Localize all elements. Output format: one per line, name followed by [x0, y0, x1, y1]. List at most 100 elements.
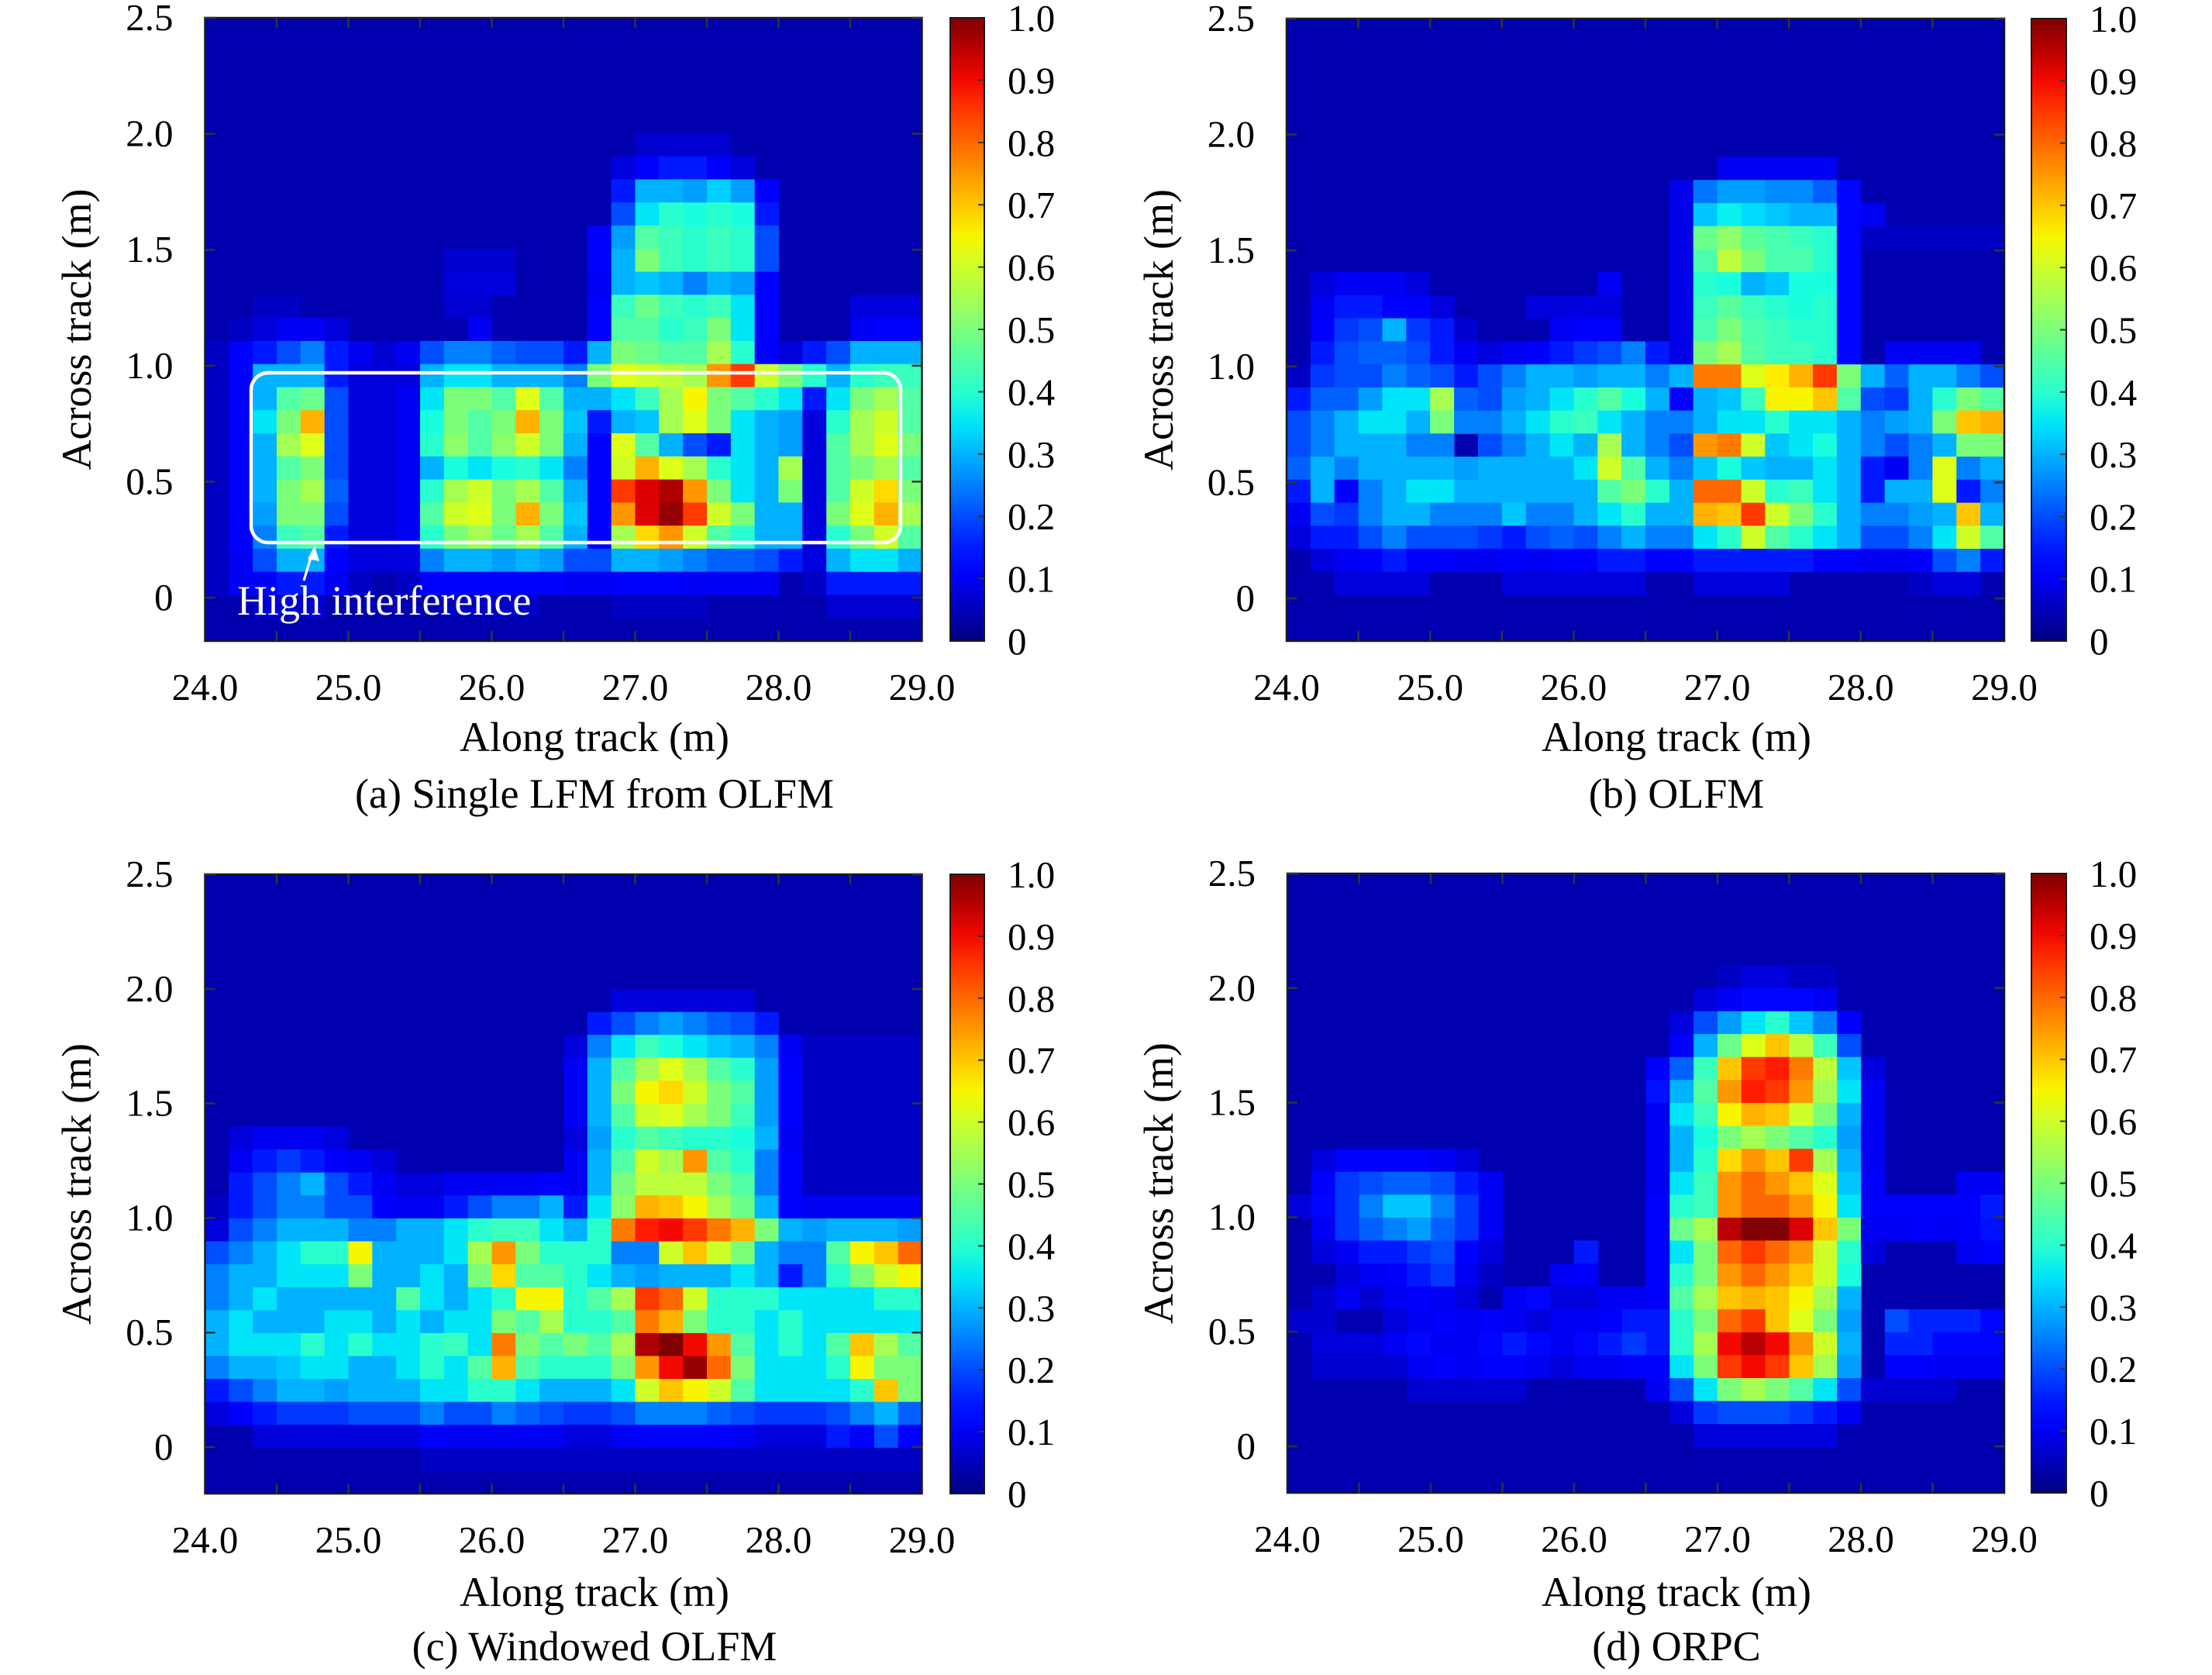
svg-text:1.0: 1.0	[2090, 0, 2137, 40]
svg-text:25.0: 25.0	[1397, 1518, 1464, 1560]
svg-text:27.0: 27.0	[1684, 666, 1751, 708]
svg-text:0.5: 0.5	[1208, 460, 1255, 503]
svg-text:0.6: 0.6	[2090, 1101, 2137, 1143]
svg-text:Across track (m): Across track (m)	[1135, 1043, 1182, 1324]
svg-text:Along track (m): Along track (m)	[460, 1569, 729, 1615]
svg-text:29.0: 29.0	[889, 666, 956, 708]
svg-text:0.1: 0.1	[2090, 1410, 2137, 1453]
svg-text:0.5: 0.5	[1008, 308, 1055, 351]
svg-text:Across track (m): Across track (m)	[53, 189, 100, 470]
svg-text:2.0: 2.0	[1208, 967, 1256, 1009]
svg-text:29.0: 29.0	[1971, 666, 2038, 708]
svg-text:2.0: 2.0	[126, 112, 173, 155]
svg-text:1.0: 1.0	[1208, 1195, 1256, 1238]
svg-text:0.3: 0.3	[2090, 433, 2137, 476]
svg-text:0.3: 0.3	[1008, 1287, 1055, 1329]
svg-text:0.3: 0.3	[1008, 433, 1055, 476]
svg-text:0: 0	[2090, 1472, 2109, 1515]
svg-text:0.8: 0.8	[1008, 977, 1055, 1020]
svg-text:1.0: 1.0	[1208, 345, 1255, 388]
svg-text:0: 0	[1008, 620, 1027, 663]
svg-text:0.9: 0.9	[2090, 915, 2137, 957]
svg-text:1.0: 1.0	[1008, 0, 1055, 40]
svg-text:0.7: 0.7	[2090, 1039, 2137, 1081]
svg-text:24.0: 24.0	[172, 1518, 239, 1561]
svg-text:1.0: 1.0	[126, 344, 173, 387]
svg-text:0.8: 0.8	[2090, 122, 2137, 165]
svg-text:1.0: 1.0	[126, 1196, 173, 1239]
svg-text:0.6: 0.6	[1008, 246, 1055, 289]
svg-text:28.0: 28.0	[1828, 1518, 1894, 1560]
svg-text:Across track (m): Across track (m)	[53, 1043, 100, 1325]
svg-text:26.0: 26.0	[1541, 1518, 1607, 1560]
svg-text:25.0: 25.0	[1397, 666, 1463, 708]
svg-text:0.9: 0.9	[2090, 60, 2137, 102]
svg-text:1.5: 1.5	[126, 1082, 173, 1125]
svg-text:0.7: 0.7	[2090, 184, 2137, 227]
svg-text:2.5: 2.5	[126, 853, 173, 895]
svg-text:0.2: 0.2	[1008, 1349, 1055, 1391]
svg-text:0.1: 0.1	[1008, 558, 1055, 601]
svg-text:26.0: 26.0	[459, 1518, 525, 1561]
svg-text:0: 0	[2090, 620, 2109, 663]
svg-text:0.4: 0.4	[1008, 370, 1055, 413]
svg-text:29.0: 29.0	[889, 1518, 956, 1561]
svg-text:0.5: 0.5	[2090, 309, 2137, 352]
svg-text:0.7: 0.7	[1008, 184, 1055, 226]
svg-text:0.6: 0.6	[1008, 1101, 1055, 1144]
svg-text:1.5: 1.5	[1208, 1081, 1256, 1124]
svg-text:0.4: 0.4	[2090, 1224, 2137, 1267]
svg-text:28.0: 28.0	[746, 666, 812, 708]
svg-text:(b) OLFM: (b) OLFM	[1589, 770, 1765, 817]
svg-text:1.5: 1.5	[1208, 229, 1255, 271]
svg-text:2.0: 2.0	[1208, 113, 1255, 156]
svg-text:29.0: 29.0	[1971, 1518, 2038, 1560]
svg-text:0: 0	[154, 1425, 174, 1468]
svg-text:24.0: 24.0	[1253, 666, 1320, 708]
svg-text:2.5: 2.5	[126, 0, 173, 39]
svg-text:0.7: 0.7	[1008, 1039, 1055, 1082]
svg-text:Across track (m): Across track (m)	[1135, 189, 1182, 470]
svg-text:28.0: 28.0	[1828, 666, 1894, 708]
svg-text:0: 0	[1236, 577, 1256, 619]
svg-text:Along track (m): Along track (m)	[460, 714, 729, 760]
svg-text:28.0: 28.0	[746, 1518, 812, 1561]
svg-text:0.9: 0.9	[1008, 59, 1055, 102]
svg-text:1.0: 1.0	[1008, 853, 1055, 896]
svg-text:0.8: 0.8	[2090, 977, 2137, 1019]
svg-text:Along track (m): Along track (m)	[1542, 714, 1811, 760]
svg-text:27.0: 27.0	[1684, 1518, 1751, 1560]
svg-text:Along track (m): Along track (m)	[1542, 1569, 1811, 1615]
svg-text:0: 0	[1237, 1425, 1256, 1467]
svg-text:0.1: 0.1	[1008, 1411, 1055, 1453]
svg-text:0.5: 0.5	[1008, 1163, 1055, 1206]
svg-text:2.5: 2.5	[1208, 0, 1255, 40]
svg-text:1.5: 1.5	[126, 228, 173, 271]
svg-text:High interference: High interference	[237, 577, 531, 624]
svg-text:0.5: 0.5	[126, 1311, 173, 1353]
svg-text:0.2: 0.2	[1008, 495, 1055, 538]
svg-text:(d) ORPC: (d) ORPC	[1592, 1623, 1761, 1670]
svg-text:0.8: 0.8	[1008, 122, 1055, 164]
svg-text:0.2: 0.2	[2090, 1348, 2137, 1391]
svg-text:0.4: 0.4	[2090, 371, 2137, 414]
svg-text:24.0: 24.0	[172, 666, 239, 708]
svg-text:1.0: 1.0	[2090, 853, 2137, 895]
svg-text:24.0: 24.0	[1254, 1518, 1321, 1560]
svg-text:2.0: 2.0	[126, 967, 173, 1010]
svg-text:0.5: 0.5	[1208, 1310, 1256, 1353]
svg-text:0: 0	[154, 576, 174, 619]
svg-text:27.0: 27.0	[602, 666, 669, 708]
svg-text:0.1: 0.1	[2090, 558, 2137, 601]
svg-text:26.0: 26.0	[459, 666, 525, 708]
svg-text:27.0: 27.0	[602, 1518, 669, 1561]
svg-text:0.4: 0.4	[1008, 1225, 1055, 1267]
svg-text:0: 0	[1008, 1473, 1027, 1515]
svg-text:0.3: 0.3	[2090, 1286, 2137, 1329]
svg-text:25.0: 25.0	[315, 666, 382, 708]
svg-text:(c) Windowed OLFM: (c) Windowed OLFM	[412, 1623, 777, 1670]
svg-text:0.5: 0.5	[126, 460, 173, 502]
svg-text:0.9: 0.9	[1008, 915, 1055, 958]
svg-text:(a) Single LFM from OLFM: (a) Single LFM from OLFM	[355, 770, 834, 817]
svg-text:2.5: 2.5	[1208, 852, 1256, 894]
